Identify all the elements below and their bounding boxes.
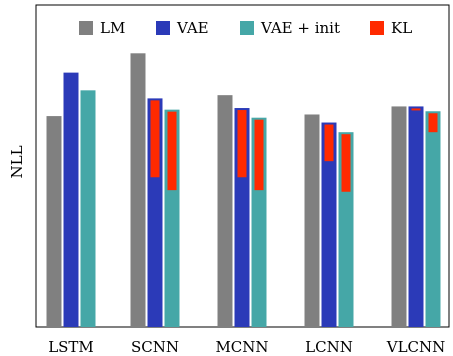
x-tick-mcnn: MCNN bbox=[215, 338, 268, 356]
bar-lm-vlcnn bbox=[391, 106, 407, 328]
bar-vae-init-lstm bbox=[80, 90, 96, 327]
bar-vae-lcnn bbox=[321, 122, 337, 327]
legend-label-kl: KL bbox=[391, 19, 412, 37]
kl-segment-vae-init-vlcnn bbox=[428, 113, 438, 133]
x-tick-lstm: LSTM bbox=[48, 338, 94, 356]
kl-segment-vae-mcnn bbox=[237, 110, 247, 178]
legend-label-vae: VAE bbox=[176, 19, 209, 37]
legend-swatch-vae bbox=[156, 21, 170, 35]
legend: LM VAE VAE + init KL bbox=[79, 19, 412, 37]
kl-segment-vae-scnn bbox=[150, 100, 160, 178]
y-axis-label: NLL bbox=[8, 145, 26, 178]
kl-segment-vae-init-scnn bbox=[167, 111, 177, 191]
legend-swatch-kl bbox=[370, 21, 384, 35]
bar-lm-lstm bbox=[46, 116, 62, 327]
bar-vae-init-vlcnn bbox=[425, 111, 441, 327]
legend-swatch-vae-init bbox=[240, 21, 254, 35]
legend-swatch-lm bbox=[79, 21, 93, 35]
kl-segment-vae-init-lcnn bbox=[341, 134, 351, 192]
bar-lm-mcnn bbox=[217, 95, 233, 327]
kl-segment-vae-vlcnn bbox=[411, 108, 421, 111]
kl-segment-vae-lcnn bbox=[324, 124, 334, 162]
bar-vae-vlcnn bbox=[408, 106, 424, 328]
x-tick-lcnn: LCNN bbox=[305, 338, 353, 356]
legend-label-lm: LM bbox=[100, 19, 125, 37]
x-tick-scnn: SCNN bbox=[131, 338, 179, 356]
x-tick-vlcnn: VLCNN bbox=[386, 338, 446, 356]
bar-lm-scnn bbox=[130, 53, 146, 328]
legend-label-vae-init: VAE + init bbox=[260, 19, 340, 37]
bar-lm-lcnn bbox=[304, 114, 320, 327]
x-tick-labels: LSTM SCNN MCNN LCNN VLCNN bbox=[48, 338, 445, 356]
bar-vae-lstm bbox=[63, 72, 79, 328]
kl-segment-vae-init-mcnn bbox=[254, 119, 264, 191]
bars bbox=[46, 53, 441, 328]
